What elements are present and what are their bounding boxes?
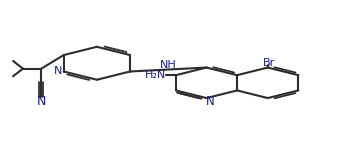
Text: Br: Br [263, 58, 275, 68]
Text: NH: NH [160, 60, 176, 70]
Text: H₂N: H₂N [145, 70, 166, 80]
Text: N: N [37, 95, 46, 108]
Text: N: N [54, 66, 62, 76]
Text: N: N [206, 95, 215, 108]
